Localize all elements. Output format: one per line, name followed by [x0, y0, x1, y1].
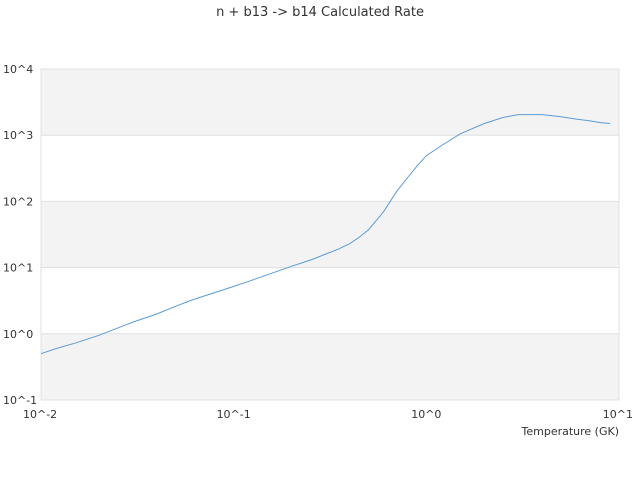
grid-band [41, 267, 619, 334]
x-axis-label: Temperature (GK) [521, 425, 620, 438]
y-tick-label: 10^0 [3, 328, 33, 341]
y-tick-label: 10^1 [3, 262, 33, 275]
y-tick-label: 10^2 [3, 195, 33, 208]
x-tick-label: 10^0 [411, 408, 441, 421]
grid-bands [41, 69, 619, 400]
data-series [40, 114, 611, 355]
grid-band [41, 333, 619, 400]
series-line [40, 114, 611, 355]
x-tick-label: 10^-1 [217, 408, 251, 421]
y-tick-label: 10^3 [3, 129, 33, 142]
chart-title: n + b13 -> b14 Calculated Rate [216, 5, 424, 20]
grid-band [41, 201, 619, 268]
x-tick-label: 10^1 [603, 408, 633, 421]
y-tick-label: 10^4 [3, 63, 33, 76]
x-axis-ticks: 10^-2 10^-1 10^0 10^1 [23, 408, 633, 421]
grid-band [41, 135, 619, 202]
x-tick-label: 10^-2 [23, 408, 57, 421]
grid-lines [40, 68, 620, 401]
y-tick-label: 10^-1 [3, 394, 37, 407]
grid-band [41, 69, 619, 136]
y-axis-ticks: 10^-1 10^0 10^1 10^2 10^3 10^4 [3, 63, 37, 407]
